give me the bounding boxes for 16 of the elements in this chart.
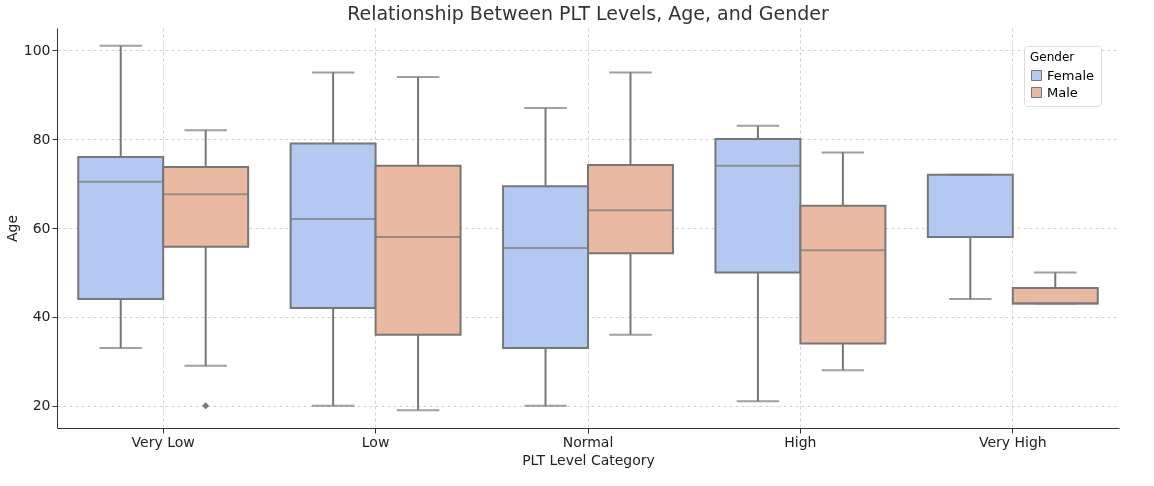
- chart-title: Relationship Between PLT Levels, Age, and Gender: [347, 2, 830, 24]
- legend-title: Gender: [1030, 50, 1075, 64]
- y-tick-label: 60: [32, 219, 51, 236]
- x-tick-label: Very Low: [131, 433, 195, 450]
- y-tick-label: 40: [32, 308, 51, 325]
- y-tick-label: 100: [23, 41, 51, 58]
- y-tick-label: 20: [32, 397, 51, 414]
- y-axis-title: Age: [3, 214, 20, 243]
- legend-label: Male: [1047, 84, 1078, 100]
- x-axis-title: PLT Level Category: [522, 451, 655, 468]
- x-tick-label: Low: [361, 433, 390, 450]
- x-tick-label: Very High: [978, 433, 1047, 450]
- x-tick-label: High: [784, 433, 817, 450]
- legend-label: Female: [1047, 67, 1095, 83]
- x-tick-label: Normal: [562, 433, 614, 450]
- y-tick-label: 80: [32, 130, 51, 147]
